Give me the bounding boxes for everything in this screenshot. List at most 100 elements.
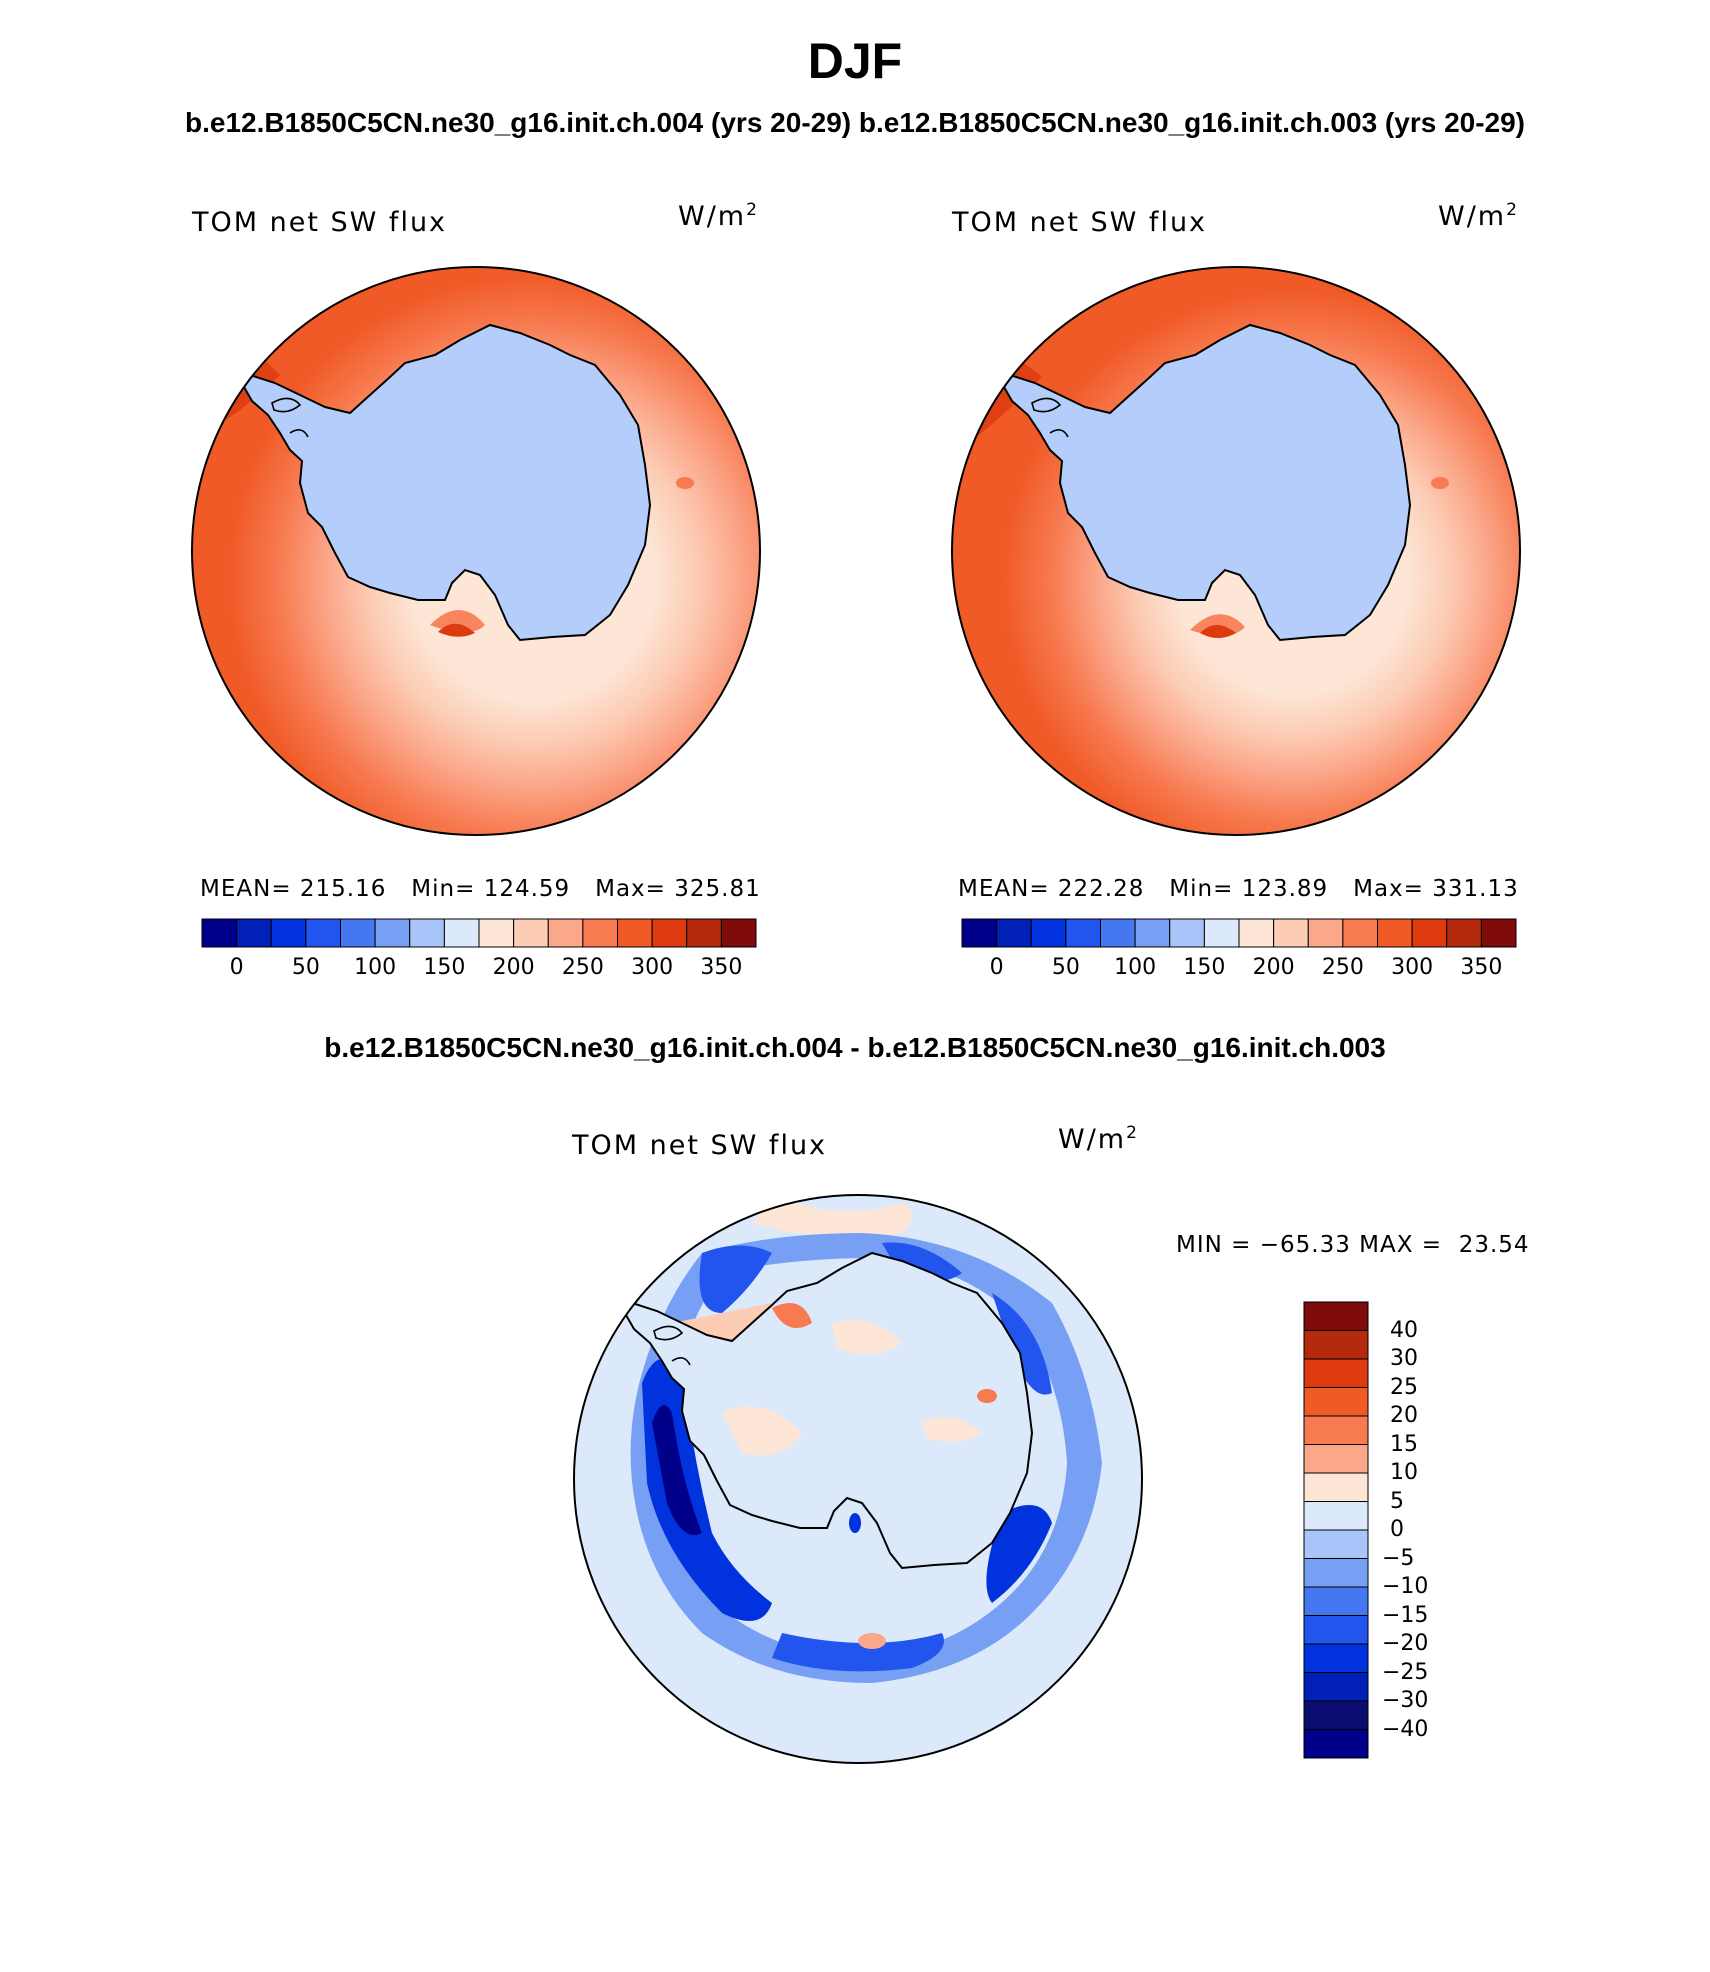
colorbar-swatch <box>1342 918 1378 948</box>
antarctica-diff <box>620 1251 1034 1570</box>
colorbar-swatch <box>1273 918 1309 948</box>
colorbar-swatch <box>236 918 272 948</box>
colorbar-tick-label: 350 <box>700 955 743 980</box>
colorbar-tick-label: 250 <box>561 955 604 980</box>
colorbar-swatch <box>409 918 445 948</box>
colorbar-tick-label: 200 <box>1252 955 1295 980</box>
colorbar-swatch <box>1303 1444 1369 1474</box>
colorbar-swatch <box>1030 918 1067 948</box>
colorbar-swatch <box>1203 918 1240 948</box>
colorbar-tick-label: 250 <box>1321 955 1364 980</box>
diff-colorbar <box>1303 1301 1369 1759</box>
colorbar-tick-label: 150 <box>1183 955 1226 980</box>
right-stats: MEAN= 222.28 Min= 123.89 Max= 331.13 <box>958 876 1519 902</box>
colorbar-swatch <box>478 918 515 948</box>
right-variable-label: TOM net SW flux <box>952 207 1208 238</box>
colorbar-swatch <box>1303 1358 1369 1388</box>
colorbar-swatch <box>201 918 238 948</box>
colorbar-swatch <box>1169 918 1205 948</box>
colorbar-tick-label: 350 <box>1460 955 1503 980</box>
colorbar-swatch <box>305 918 341 948</box>
diff-variable-label: TOM net SW flux <box>572 1130 828 1161</box>
colorbar-tick-label: −5 <box>1382 1545 1415 1571</box>
colorbar-tick-label: 50 <box>1051 955 1080 980</box>
colorbar-swatch <box>1303 1615 1369 1645</box>
colorbar-tick-label: 40 <box>1390 1317 1418 1343</box>
right-colorbar-ticks: 0 50 100 150 200 250 300 350 <box>960 955 1518 985</box>
colorbar-tick-label: 20 <box>1390 1403 1418 1428</box>
colorbar-tick-label: 100 <box>354 955 397 980</box>
cases-subtitle: b.e12.B1850C5CN.ne30_g16.init.ch.004 (yr… <box>184 107 1526 138</box>
colorbar-tick-label: −25 <box>1382 1659 1429 1685</box>
diff-colorbar-ticks: 40 30 25 20 15 10 5 0 −5 −10 −15 −20 −25 −30 −40 <box>1382 1300 1462 1760</box>
colorbar-swatch <box>513 918 549 948</box>
colorbar-swatch <box>1303 1700 1369 1730</box>
colorbar-tick-label: −10 <box>1382 1574 1429 1599</box>
diff-stats: MIN = −65.33 MAX = 23.54 <box>1176 1232 1530 1258</box>
colorbar-swatch <box>1446 918 1482 948</box>
colorbar-swatch <box>547 918 584 948</box>
left-stats: MEAN= 215.16 Min= 124.59 Max= 325.81 <box>200 876 761 902</box>
colorbar-swatch <box>270 918 307 948</box>
colorbar-swatch <box>582 918 618 948</box>
colorbar-tick-label: −20 <box>1382 1631 1429 1656</box>
left-polar-map <box>191 266 761 836</box>
colorbar-tick-label: 15 <box>1390 1431 1418 1457</box>
colorbar-swatch <box>1377 918 1413 948</box>
colorbar-swatch <box>443 918 480 948</box>
colorbar-swatch <box>1303 1586 1369 1616</box>
colorbar-swatch <box>1303 1643 1369 1673</box>
page-title: DJF <box>807 33 903 89</box>
colorbar-swatch <box>1480 918 1517 948</box>
left-colorbar <box>201 918 757 948</box>
colorbar-swatch <box>1303 1330 1369 1360</box>
colorbar-tick-label: 0 <box>229 955 244 980</box>
colorbar-tick-label: 100 <box>1114 955 1157 980</box>
diff-polar-map <box>573 1194 1143 1764</box>
left-units-label: W/m2 <box>678 200 759 232</box>
colorbar-tick-label: 300 <box>631 955 674 980</box>
colorbar-swatch <box>1307 918 1344 948</box>
left-variable-label: TOM net SW flux <box>192 207 448 238</box>
colorbar-tick-label: 5 <box>1390 1488 1404 1514</box>
colorbar-swatch <box>1303 1387 1369 1417</box>
colorbar-swatch <box>1303 1415 1369 1445</box>
colorbar-swatch <box>1303 1558 1369 1588</box>
colorbar-tick-label: 25 <box>1390 1374 1418 1400</box>
colorbar-swatch <box>1303 1301 1369 1331</box>
colorbar-swatch <box>1134 918 1171 948</box>
colorbar-swatch <box>1303 1501 1369 1531</box>
colorbar-swatch <box>651 918 688 948</box>
colorbar-swatch <box>374 918 411 948</box>
antarctica-right <box>998 323 1412 642</box>
colorbar-swatch <box>1411 918 1448 948</box>
colorbar-swatch <box>720 918 757 948</box>
colorbar-swatch <box>961 918 998 948</box>
right-units-label: W/m2 <box>1438 200 1519 232</box>
colorbar-swatch <box>1065 918 1101 948</box>
colorbar-tick-label: 0 <box>1390 1517 1404 1542</box>
colorbar-swatch <box>1303 1729 1369 1759</box>
colorbar-swatch <box>1100 918 1136 948</box>
colorbar-tick-label: 300 <box>1391 955 1434 980</box>
colorbar-swatch <box>686 918 722 948</box>
antarctica-left <box>238 323 652 642</box>
right-colorbar <box>961 918 1517 948</box>
colorbar-tick-label: 0 <box>989 955 1004 980</box>
colorbar-swatch <box>1303 1529 1369 1559</box>
left-colorbar-ticks: 0 50 100 150 200 250 300 350 <box>200 955 758 985</box>
colorbar-tick-label: −30 <box>1382 1688 1429 1713</box>
colorbar-swatch <box>1303 1472 1369 1502</box>
colorbar-tick-label: 30 <box>1390 1346 1418 1371</box>
right-polar-map <box>951 266 1521 836</box>
colorbar-tick-label: 50 <box>291 955 320 980</box>
colorbar-tick-label: 200 <box>492 955 535 980</box>
colorbar-swatch <box>1303 1672 1369 1702</box>
difference-title: b.e12.B1850C5CN.ne30_g16.init.ch.004 - b… <box>324 1032 1386 1063</box>
colorbar-tick-label: 10 <box>1390 1460 1418 1485</box>
diff-units-label: W/m2 <box>1058 1123 1139 1155</box>
colorbar-tick-label: −15 <box>1382 1602 1429 1628</box>
colorbar-swatch <box>340 918 376 948</box>
colorbar-swatch <box>996 918 1032 948</box>
colorbar-tick-label: −40 <box>1382 1716 1429 1742</box>
